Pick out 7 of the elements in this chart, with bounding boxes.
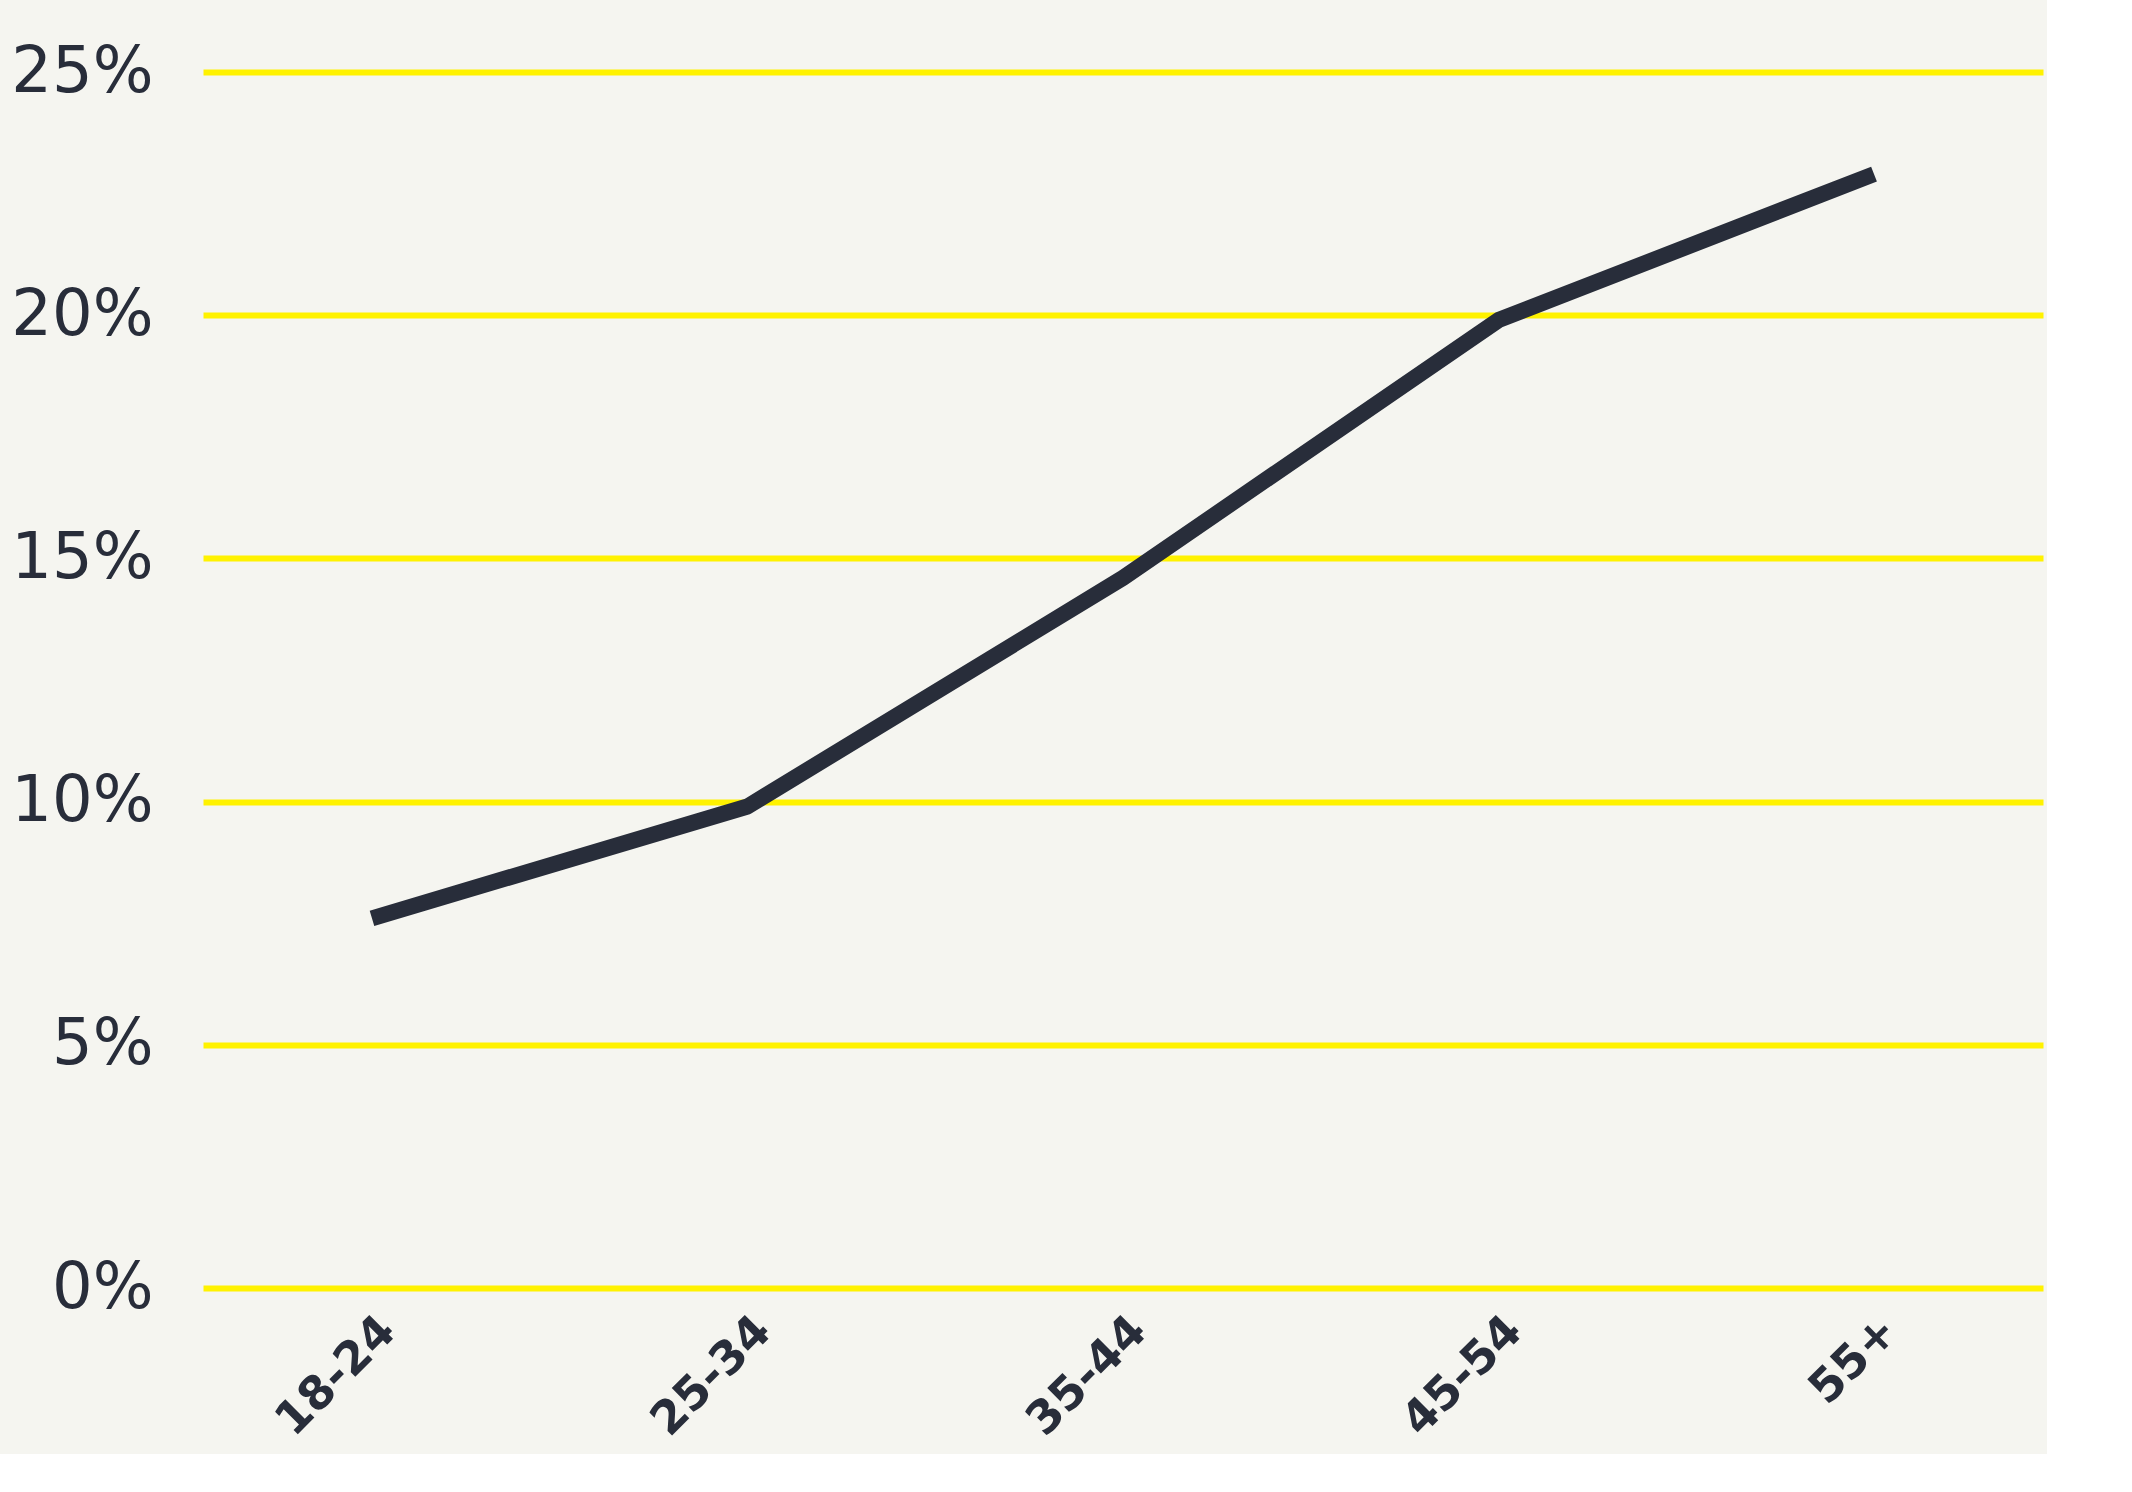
y-tick-label: 25% [11, 32, 154, 107]
y-tick-label: 10% [11, 762, 154, 837]
x-tick-label: 55+ [1797, 1303, 1908, 1415]
y-tick-label: 20% [11, 275, 154, 350]
y-tick-label: 15% [11, 518, 154, 593]
y-tick-label: 0% [51, 1248, 154, 1323]
y-tick-label: 5% [51, 1005, 154, 1080]
